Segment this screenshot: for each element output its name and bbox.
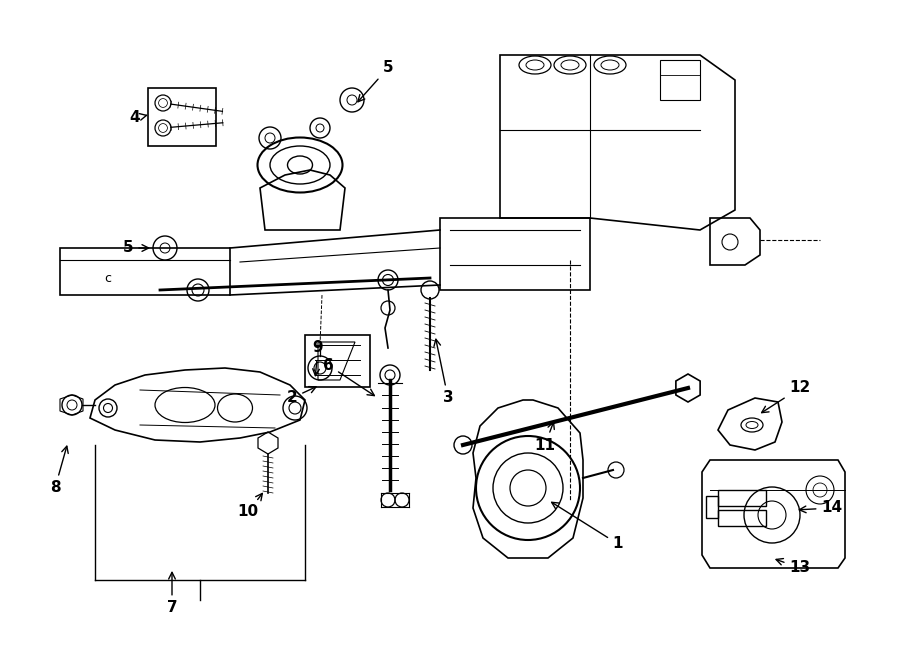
Text: 3: 3 <box>434 339 454 405</box>
Bar <box>148 88 216 146</box>
Text: 6: 6 <box>322 358 374 396</box>
Text: 12: 12 <box>761 381 811 412</box>
Bar <box>718 510 766 526</box>
Text: 10: 10 <box>238 493 263 520</box>
Text: 1: 1 <box>552 502 623 551</box>
Text: c: c <box>104 272 112 284</box>
Text: 8: 8 <box>50 446 68 496</box>
Text: 4: 4 <box>130 110 147 126</box>
Bar <box>718 490 766 506</box>
Text: 5: 5 <box>122 241 148 256</box>
Text: 13: 13 <box>776 559 811 576</box>
Text: 5: 5 <box>358 61 393 102</box>
Text: 14: 14 <box>799 500 842 516</box>
Bar <box>305 335 370 387</box>
Text: 11: 11 <box>535 422 555 453</box>
Text: 2: 2 <box>286 387 316 405</box>
Bar <box>706 496 718 518</box>
Text: 9: 9 <box>312 340 323 375</box>
Text: 7: 7 <box>166 572 177 615</box>
